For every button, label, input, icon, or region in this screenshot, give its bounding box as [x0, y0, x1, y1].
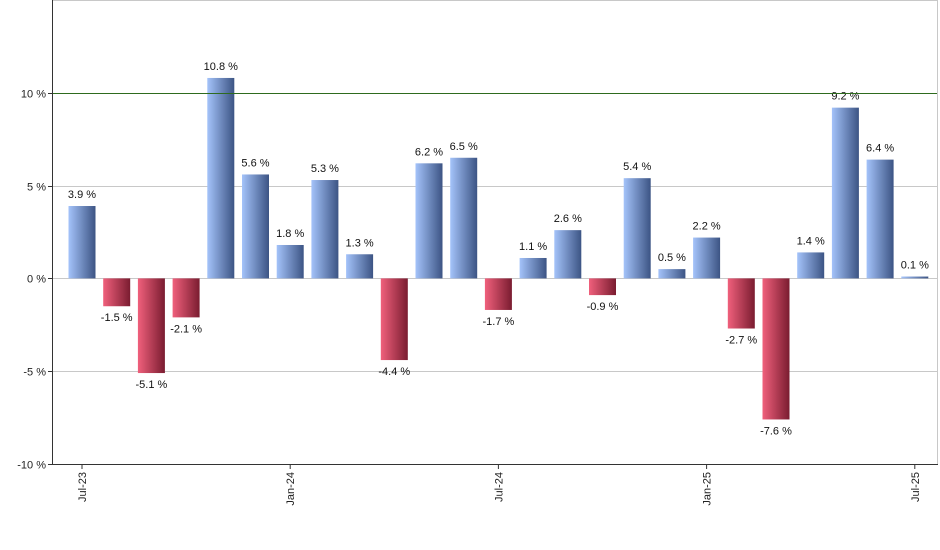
bar-dec-23 — [242, 174, 269, 279]
bar-value-label: -1.5 % — [101, 312, 133, 324]
bar-value-label: -7.6 % — [760, 425, 792, 437]
bar-may-24 — [415, 163, 443, 279]
bar-jun-24 — [450, 157, 478, 279]
x-axis-ticks: Jul-23 Jan-24 Jul-24 Jan-25 Jul-25 — [77, 464, 922, 506]
bar-apr-24 — [380, 278, 408, 361]
bar-value-label: 2.2 % — [693, 221, 721, 233]
bar-dec-24 — [658, 269, 686, 279]
bar-value-label: 6.4 % — [866, 143, 894, 155]
bar-value-label: 3.9 % — [68, 189, 96, 201]
bar-aug-24 — [519, 257, 547, 279]
x-tick-label: Jul-25 — [910, 472, 922, 502]
bar-nov-24 — [623, 178, 651, 279]
bar-may-25 — [831, 107, 859, 279]
bar-value-label: -1.7 % — [483, 316, 515, 328]
bar-value-label: 0.1 % — [901, 260, 929, 272]
x-tick-label: Jul-23 — [77, 472, 89, 502]
bar-jul-24 — [484, 278, 512, 310]
bar-oct-23 — [172, 278, 200, 318]
y-tick-label: 5 % — [27, 182, 46, 194]
bar-mar-24 — [346, 254, 374, 279]
bar-apr-25 — [797, 252, 825, 279]
bar-mar-25 — [762, 278, 790, 420]
bar-value-label: 1.4 % — [797, 235, 825, 247]
bar-value-label: 0.5 % — [658, 252, 686, 264]
x-tick-label: Jan-24 — [285, 472, 297, 506]
bar-sep-24 — [554, 230, 582, 279]
bar-jun-25 — [866, 159, 894, 279]
axes — [52, 0, 938, 465]
x-tick-label: Jan-25 — [702, 472, 714, 506]
bar-value-label: -5.1 % — [136, 379, 168, 391]
bar-jan-25 — [693, 237, 721, 279]
bar-value-label: 5.6 % — [241, 157, 269, 169]
bar-value-label: 2.6 % — [554, 213, 582, 225]
bar-value-label: 6.2 % — [415, 146, 443, 158]
bar-sep-23 — [137, 278, 165, 374]
bar-value-label: -0.9 % — [587, 301, 619, 313]
bar-value-label: -2.1 % — [170, 323, 202, 335]
bar-feb-24 — [311, 180, 339, 279]
bars — [68, 77, 929, 420]
bar-value-labels: 3.9 % -1.5 % -5.1 % -2.1 % 10.8 % 5.6 % 1.8 % 5… — [68, 61, 929, 438]
bar-jan-24 — [276, 244, 304, 279]
y-tick-label: 10 % — [21, 89, 46, 101]
y-tick-label: -10 % — [17, 460, 46, 472]
y-axis-ticks: -10 % -5 % 0 % 5 % 10 % — [17, 89, 52, 472]
x-tick-label: Jul-24 — [493, 472, 505, 502]
y-tick-label: -5 % — [23, 367, 46, 379]
bar-jul-23 — [68, 206, 96, 279]
bar-aug-23 — [103, 278, 131, 307]
bar-value-label: 1.1 % — [519, 241, 547, 253]
y-tick-label: 0 % — [27, 274, 46, 286]
bar-feb-25 — [727, 278, 755, 329]
bar-jul-25 — [901, 276, 929, 279]
bar-value-label: -2.7 % — [725, 335, 757, 347]
bar-value-label: 9.2 % — [831, 91, 859, 103]
bar-value-label: 10.8 % — [204, 61, 238, 73]
bar-value-label: 5.3 % — [311, 163, 339, 175]
bar-value-label: 1.3 % — [346, 237, 374, 249]
bar-value-label: -4.4 % — [378, 366, 410, 378]
bar-value-label: 5.4 % — [623, 161, 651, 173]
bar-value-label: 1.8 % — [276, 228, 304, 240]
bar-value-label: 6.5 % — [450, 141, 478, 153]
bar-nov-23 — [207, 77, 235, 279]
bar-oct-24 — [589, 278, 616, 296]
